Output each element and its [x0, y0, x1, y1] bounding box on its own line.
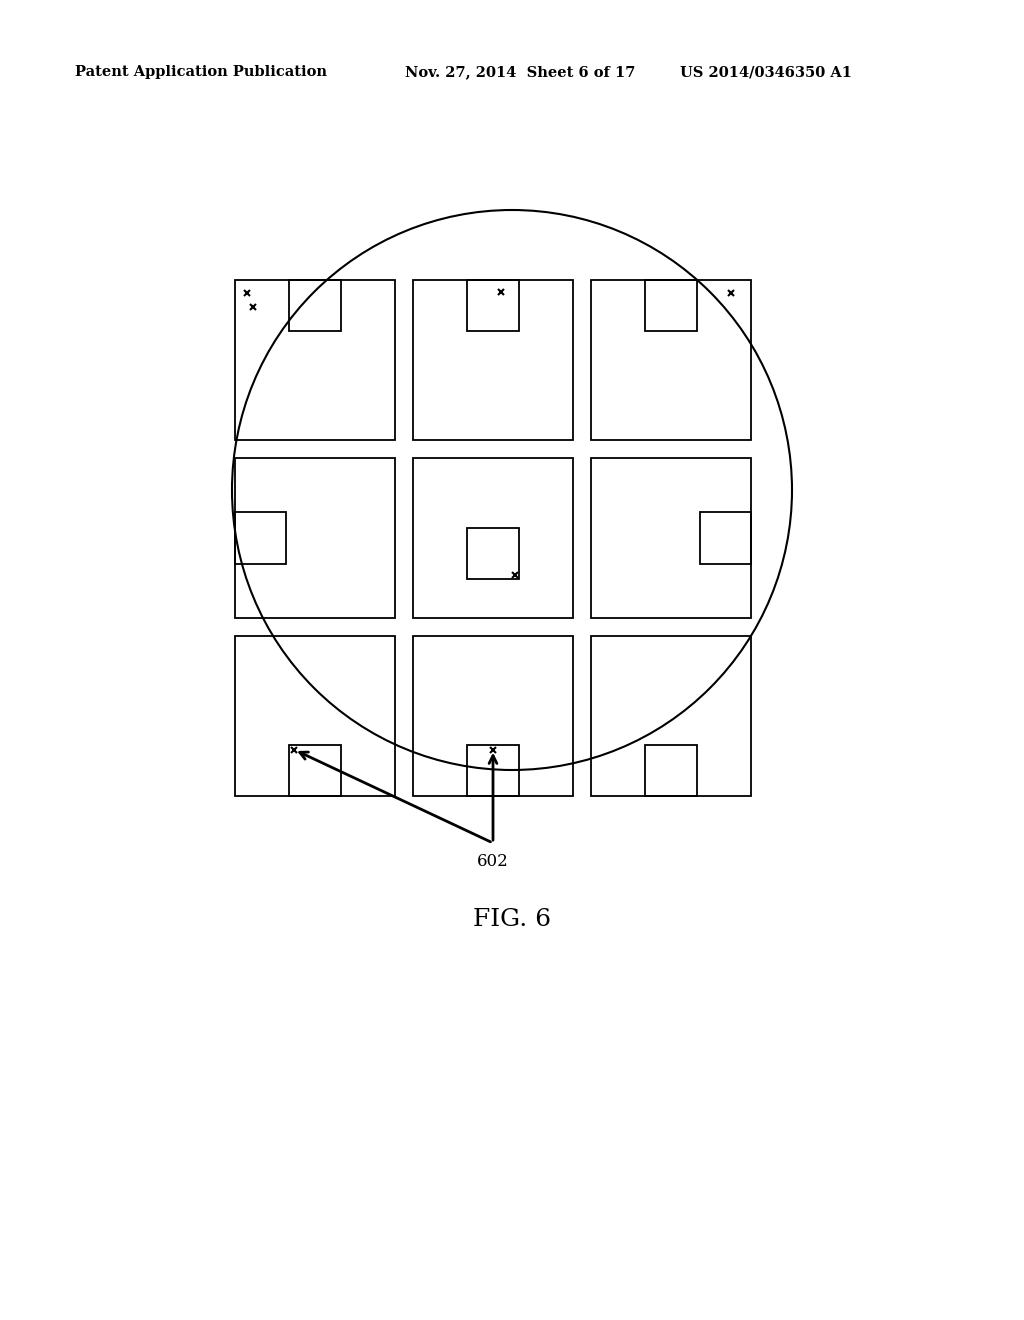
- Bar: [234, 512, 286, 564]
- Bar: [413, 636, 573, 796]
- Bar: [234, 636, 395, 796]
- Bar: [591, 458, 751, 618]
- Text: 602: 602: [477, 853, 509, 870]
- Bar: [290, 744, 341, 796]
- Bar: [467, 528, 518, 579]
- Text: FIG. 6: FIG. 6: [473, 908, 551, 932]
- Bar: [591, 280, 751, 440]
- Bar: [290, 280, 341, 331]
- Text: Patent Application Publication: Patent Application Publication: [75, 65, 327, 79]
- Text: US 2014/0346350 A1: US 2014/0346350 A1: [680, 65, 852, 79]
- Bar: [413, 280, 573, 440]
- Bar: [645, 744, 696, 796]
- Bar: [467, 744, 518, 796]
- Bar: [645, 280, 696, 331]
- Text: Nov. 27, 2014  Sheet 6 of 17: Nov. 27, 2014 Sheet 6 of 17: [406, 65, 635, 79]
- Bar: [467, 280, 518, 331]
- Bar: [699, 512, 751, 564]
- Bar: [234, 280, 395, 440]
- Bar: [591, 636, 751, 796]
- Bar: [234, 458, 395, 618]
- Bar: [413, 458, 573, 618]
